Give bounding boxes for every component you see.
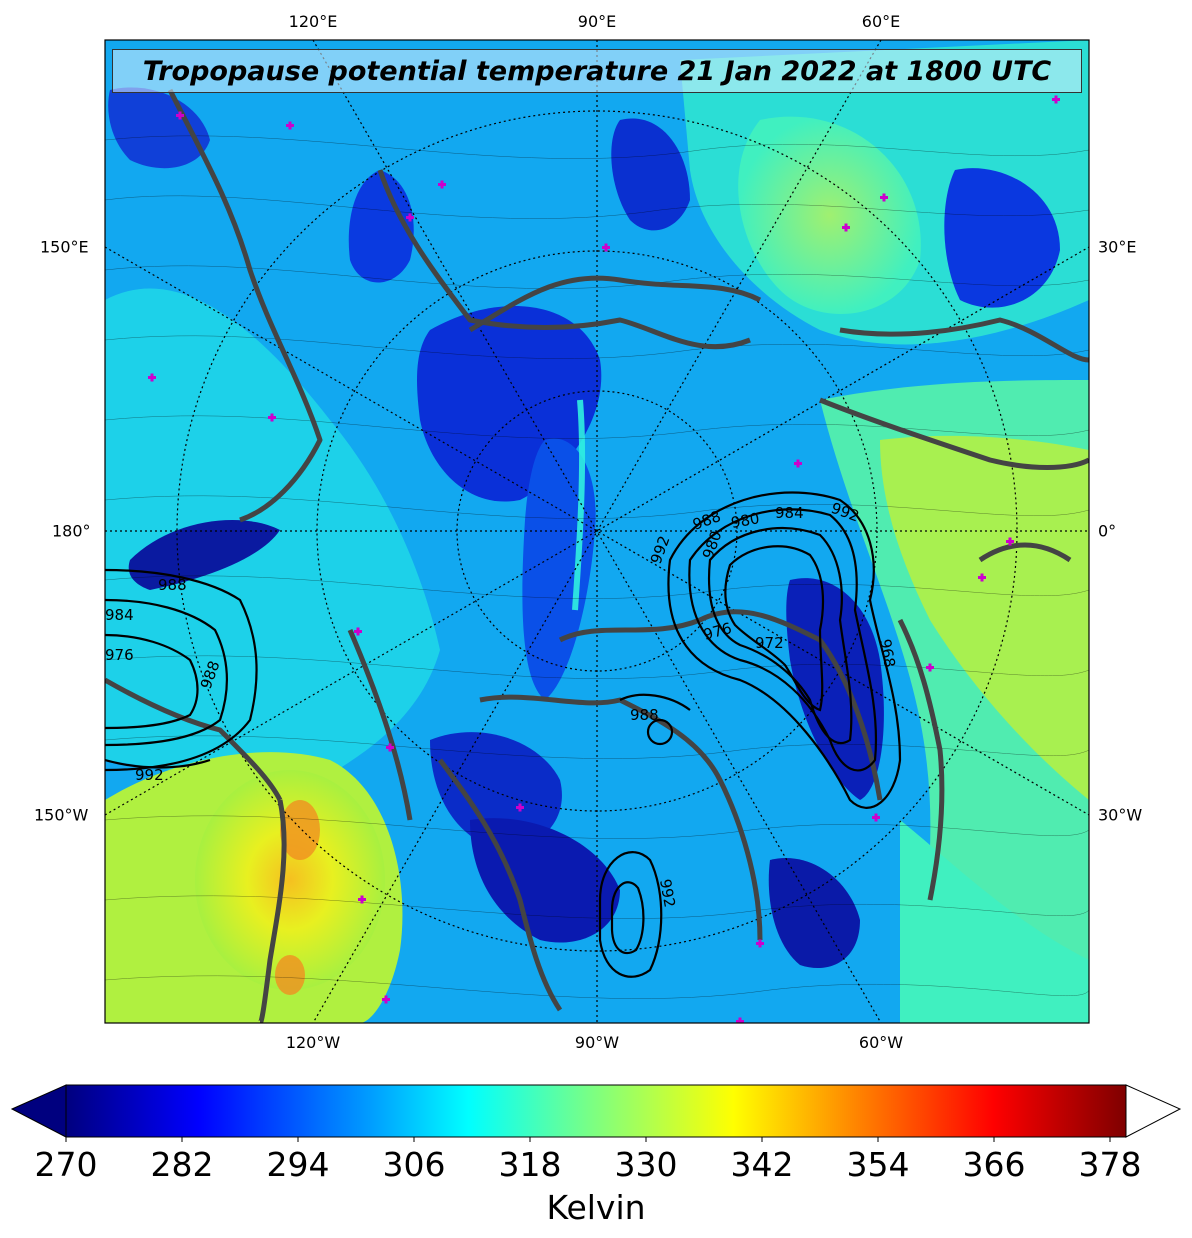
contour-label: 992: [656, 878, 679, 909]
colorbar-tick: 318: [498, 1145, 562, 1184]
lon-label-left: 150°E: [40, 237, 89, 257]
colorbar-min-extend: [10, 1084, 67, 1138]
graticule: [105, 40, 1089, 1023]
contour-label: 972: [755, 634, 784, 652]
contour-label: 984: [105, 606, 134, 624]
colorbar-tick: 306: [382, 1145, 446, 1184]
map-title: Tropopause potential temperature 21 Jan …: [142, 55, 1052, 87]
colorbar-max-extend: [1125, 1084, 1182, 1138]
colorbar-label: Kelvin: [546, 1188, 646, 1227]
colorbar-tick: 378: [1078, 1145, 1142, 1184]
lon-label-bottom: 120°W: [285, 1033, 341, 1052]
contour-label: 968: [876, 638, 899, 669]
pressure-contours: [105, 491, 902, 978]
coastlines: [105, 88, 1089, 1023]
lon-label-top: 90°E: [577, 12, 617, 31]
contour-label: 976: [105, 646, 134, 664]
lon-label-bottom: 60°W: [858, 1033, 904, 1052]
map-title-box: Tropopause potential temperature 21 Jan …: [112, 49, 1082, 93]
map-panel: 992 988 980 984 992 980 976 972 968 988 …: [104, 39, 1090, 1024]
colorbar-tick: 342: [730, 1145, 794, 1184]
contour-label: 988: [630, 706, 659, 724]
colorbar-tick: 270: [34, 1145, 98, 1184]
contour-label: 992: [135, 766, 164, 784]
colorbar-tick: 294: [266, 1145, 330, 1184]
lon-label-right: 0°: [1098, 521, 1117, 541]
lon-label-top: 120°E: [288, 12, 338, 31]
contour-label: 980: [730, 509, 761, 532]
lon-label-top: 60°E: [861, 12, 901, 31]
colorbar-tick: 330: [614, 1145, 678, 1184]
lon-label-right: 30°E: [1098, 237, 1137, 257]
colorbar: [10, 1084, 1182, 1142]
contour-label: 988: [158, 576, 187, 594]
theta-field: 992 988 980 984 992 980 976 972 968 988 …: [105, 40, 1089, 1023]
lon-label-bottom: 90°W: [574, 1033, 620, 1052]
colorbar-tick: 282: [150, 1145, 214, 1184]
lon-label-right: 30°W: [1098, 805, 1143, 825]
station-markers: [148, 95, 1060, 1023]
colorbar-tick: 366: [962, 1145, 1026, 1184]
lon-label-left: 150°W: [34, 805, 89, 825]
lon-label-left: 180°: [52, 521, 91, 541]
contour-label: 984: [775, 504, 804, 522]
colorbar-tick: 354: [846, 1145, 910, 1184]
